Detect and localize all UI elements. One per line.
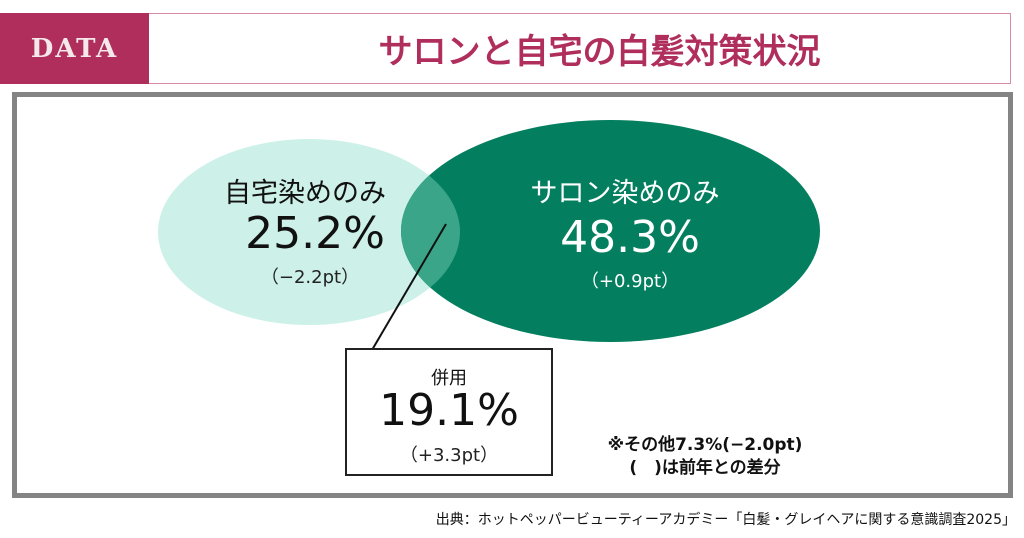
home-only-value: 25.2% — [245, 208, 385, 259]
home-only-label: 自宅染めのみ — [224, 178, 386, 209]
salon-only-value: 48.3% — [560, 212, 700, 263]
data-badge: DATA — [0, 13, 149, 84]
salon-only-label: サロン染めのみ — [530, 178, 720, 209]
note-other: ※その他7.3%(−2.0pt) — [607, 435, 803, 455]
salon-only-circle — [401, 120, 820, 342]
home-only-change: （−2.2pt） — [260, 267, 360, 288]
both-label: 併用 — [431, 368, 467, 389]
both-callout-box — [345, 348, 553, 476]
source-citation: 出典：ホットペッパービューティーアカデミー「白髪・グレイヘアに関する意識調査20… — [435, 512, 1016, 528]
both-value: 19.1% — [379, 385, 519, 436]
page-title: サロンと自宅の白髪対策状況 — [378, 32, 821, 72]
note-paren: ( )は前年との差分 — [629, 458, 781, 478]
data-badge-text: DATA — [30, 33, 119, 64]
salon-only-change: （+0.9pt） — [580, 271, 680, 292]
both-change: （+3.3pt） — [399, 445, 499, 466]
title-box: サロンと自宅の白髪対策状況 — [149, 13, 1011, 84]
leader-line — [371, 223, 447, 351]
